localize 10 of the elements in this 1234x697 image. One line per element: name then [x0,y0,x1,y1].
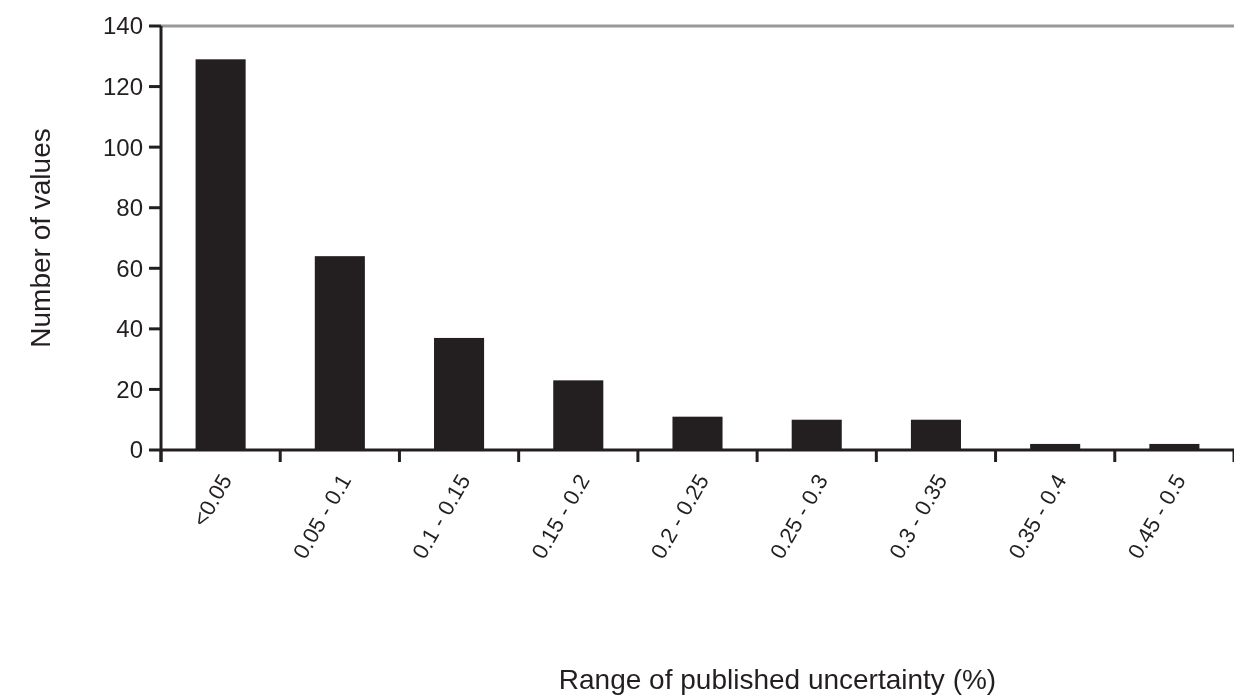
x-axis-title: Range of published uncertainty (%) [558,664,997,695]
y-tick-label: 40 [116,315,143,343]
y-tick-label: 80 [116,194,143,222]
y-tick-label: 120 [102,72,143,100]
y-axis-title: Number of values [25,128,56,348]
y-tick-label: 20 [116,375,143,403]
y-tick-label: 140 [102,12,143,40]
y-tick-label: 0 [129,436,143,464]
y-tick-label: 60 [116,254,143,282]
y-tick-label: 100 [102,133,143,161]
